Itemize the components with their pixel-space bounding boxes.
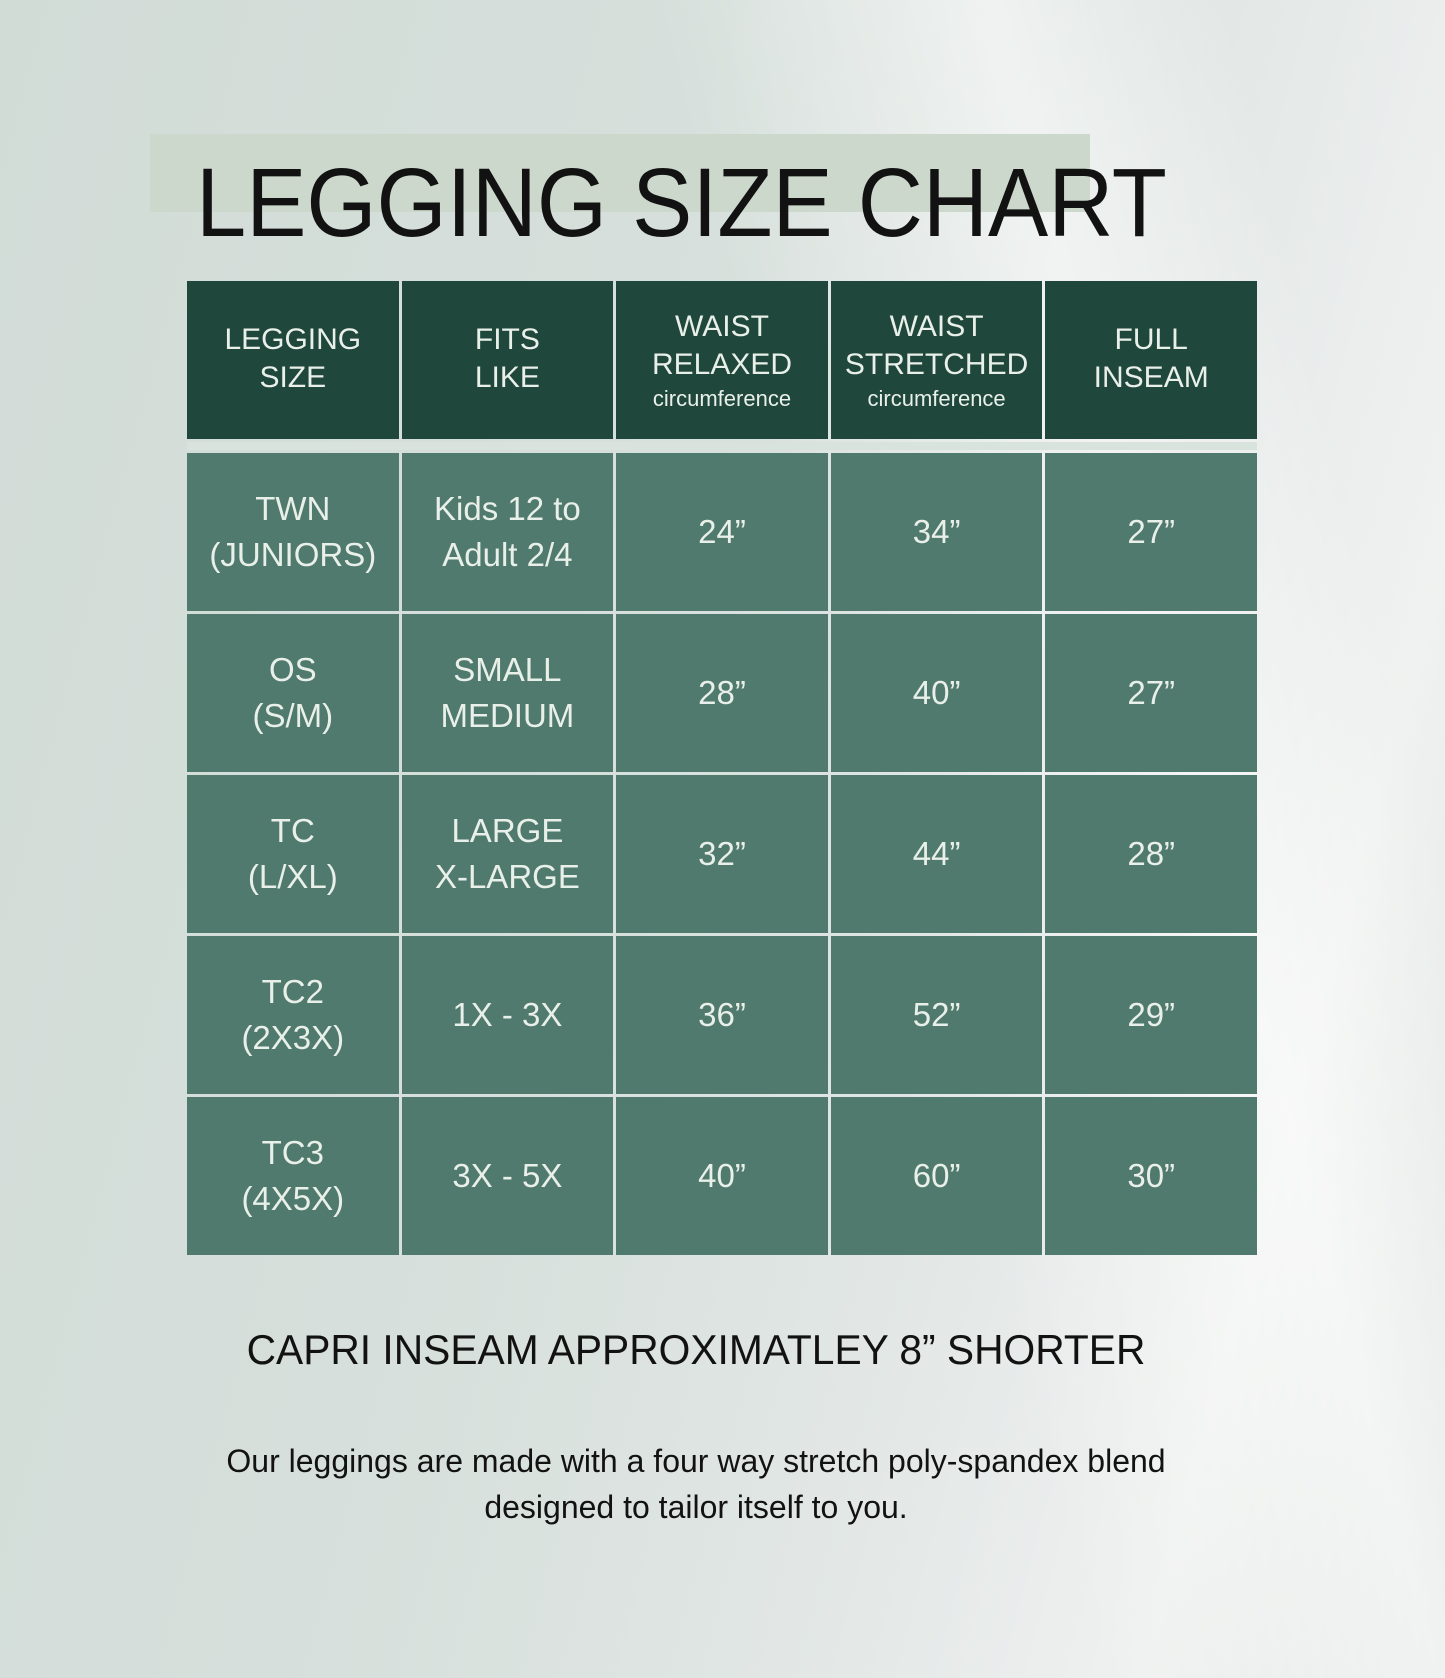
cell-relaxed: 32”: [616, 775, 828, 933]
cell-inseam: 29”: [1045, 936, 1257, 1094]
header-legging-size: LEGGING SIZE: [187, 281, 399, 439]
cell-inseam: 27”: [1045, 614, 1257, 772]
cell-fits: 3X - 5X: [401, 1097, 614, 1255]
cell-relaxed: 28”: [616, 614, 828, 772]
header-label: FITS LIKE: [474, 322, 540, 394]
fabric-description: Our leggings are made with a four way st…: [0, 1438, 1392, 1531]
header-label: WAIST RELAXED: [651, 310, 793, 382]
header-subtext: circumference: [867, 386, 1006, 412]
capri-inseam-note: CAPRI INSEAM APPROXIMATLEY 8” SHORTER: [246, 1326, 1146, 1373]
cell-inseam: 30”: [1045, 1097, 1257, 1255]
cell-fits: Kids 12 to Adult 2/4: [401, 453, 614, 611]
cell-stretched: 40”: [830, 614, 1043, 772]
cell-relaxed: 24”: [616, 453, 828, 611]
page-title: LEGGING SIZE CHART: [196, 147, 1167, 257]
cell-size: TC2 (2X3X): [187, 936, 399, 1094]
fabric-description-line1: Our leggings are made with a four way st…: [226, 1443, 1166, 1479]
cell-size: TWN (JUNIORS): [187, 453, 399, 611]
header-label: WAIST STRETCHED: [844, 310, 1029, 382]
cell-fits: SMALL MEDIUM: [401, 614, 614, 772]
header-waist-relaxed: WAIST RELAXED circumference: [616, 281, 828, 439]
cell-stretched: 60”: [830, 1097, 1043, 1255]
cell-stretched: 34”: [830, 453, 1043, 611]
header-body-divider: [187, 442, 1257, 450]
header-fits-like: FITS LIKE: [401, 281, 614, 439]
cell-size: OS (S/M): [187, 614, 399, 772]
header-waist-stretched: WAIST STRETCHED circumference: [830, 281, 1043, 439]
header-full-inseam: FULL INSEAM: [1045, 281, 1257, 439]
fabric-description-line2: designed to tailor itself to you.: [484, 1489, 908, 1526]
title-highlight-band: [150, 134, 1090, 212]
header-label: FULL INSEAM: [1093, 322, 1209, 394]
cell-size: TC3 (4X5X): [187, 1097, 399, 1255]
cell-relaxed: 36”: [616, 936, 828, 1094]
header-label: LEGGING SIZE: [224, 322, 362, 394]
cell-fits: 1X - 3X: [401, 936, 614, 1094]
size-chart-table: LEGGING SIZE FITS LIKE WAIST RELAXED cir…: [187, 281, 1257, 1255]
cell-fits: LARGE X-LARGE: [401, 775, 614, 933]
header-subtext: circumference: [652, 386, 792, 412]
cell-inseam: 28”: [1045, 775, 1257, 933]
cell-size: TC (L/XL): [187, 775, 399, 933]
cell-inseam: 27”: [1045, 453, 1257, 611]
cell-relaxed: 40”: [616, 1097, 828, 1255]
cell-stretched: 44”: [830, 775, 1043, 933]
cell-stretched: 52”: [830, 936, 1043, 1094]
